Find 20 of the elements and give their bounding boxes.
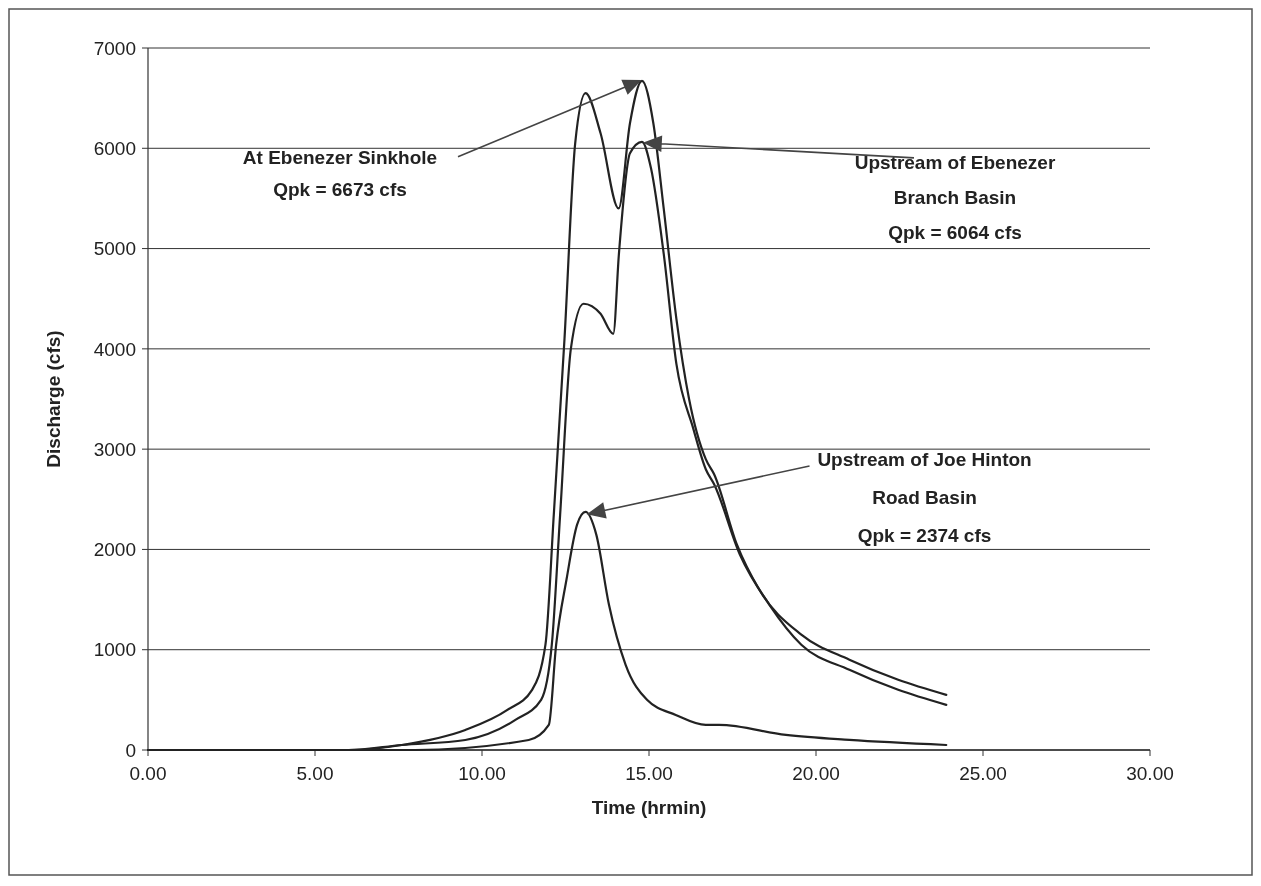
- x-tick-label: 10.00: [458, 763, 506, 784]
- y-tick-label: 4000: [93, 338, 136, 360]
- y-tick-label: 5000: [93, 238, 136, 260]
- y-tick-label: 6000: [93, 137, 136, 159]
- x-axis-title: Time (hrmin): [591, 797, 707, 818]
- x-tick-label: 25.00: [959, 763, 1007, 784]
- x-tick-label: 15.00: [625, 763, 673, 784]
- annotation: Upstream of Joe Hinton Road Basin Qpk = 2374 cfs: [817, 448, 1032, 546]
- y-tick-label: 2000: [93, 539, 136, 561]
- y-tick-label: 3000: [93, 438, 136, 460]
- x-tick-label: 5.00: [296, 763, 334, 784]
- y-axis-title: Discharge (cfs): [43, 330, 64, 468]
- annotation: At Ebenezer Sinkhole Qpk = 6673 cfs: [242, 146, 438, 200]
- y-tick-label: 1000: [93, 639, 136, 661]
- y-tick-label: 0: [125, 739, 136, 761]
- y-tick-label: 7000: [93, 37, 136, 59]
- x-tick-label: 30.00: [1126, 763, 1174, 784]
- annotation: Upstream of Ebenezer Branch Basin Qpk = 6064 cfs: [854, 151, 1056, 243]
- x-tick-label: 20.00: [792, 763, 840, 784]
- x-tick-label: 0.00: [129, 763, 167, 784]
